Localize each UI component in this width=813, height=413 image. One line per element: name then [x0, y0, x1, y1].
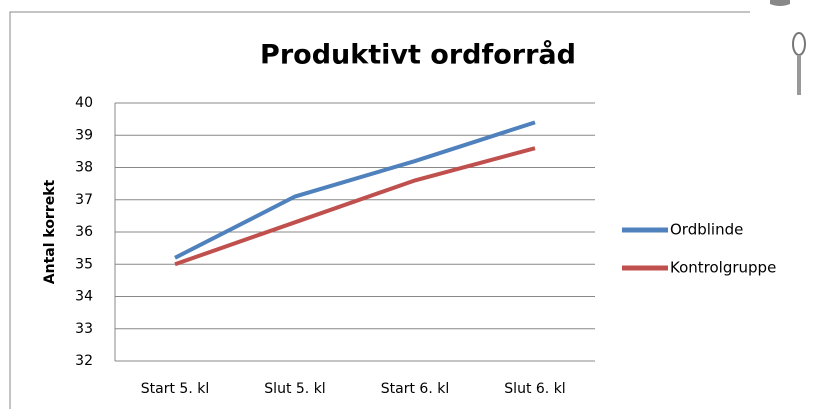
legend-label: Kontrolgruppe [670, 259, 776, 277]
y-tick-label: 40 [75, 95, 93, 111]
y-tick-label: 39 [75, 127, 93, 143]
x-tick-label: Slut 6. kl [504, 381, 565, 397]
legend-label: Ordblinde [670, 221, 743, 239]
y-tick-label: 33 [75, 321, 93, 337]
chart-frame [9, 11, 750, 409]
y-tick-label: 36 [75, 224, 93, 240]
y-tick-label: 34 [75, 289, 93, 305]
x-tick-label: Start 5. kl [141, 381, 209, 397]
icon [792, 32, 806, 56]
x-tick-label: Slut 5. kl [264, 381, 325, 397]
y-tick-label: 38 [75, 160, 93, 176]
x-tick-label: Start 6. kl [381, 381, 449, 397]
y-tick-label: 32 [75, 353, 93, 369]
line-series [174, 120, 536, 260]
y-axis-label: Antal korrekt [42, 179, 58, 284]
line-series [174, 146, 536, 267]
y-tick-label: 35 [75, 256, 93, 272]
icon [770, 0, 790, 6]
chart-title: Produktivt ordforråd [260, 39, 576, 71]
icon [797, 55, 801, 95]
side-icons [770, 0, 806, 95]
y-tick-label: 37 [75, 192, 93, 208]
